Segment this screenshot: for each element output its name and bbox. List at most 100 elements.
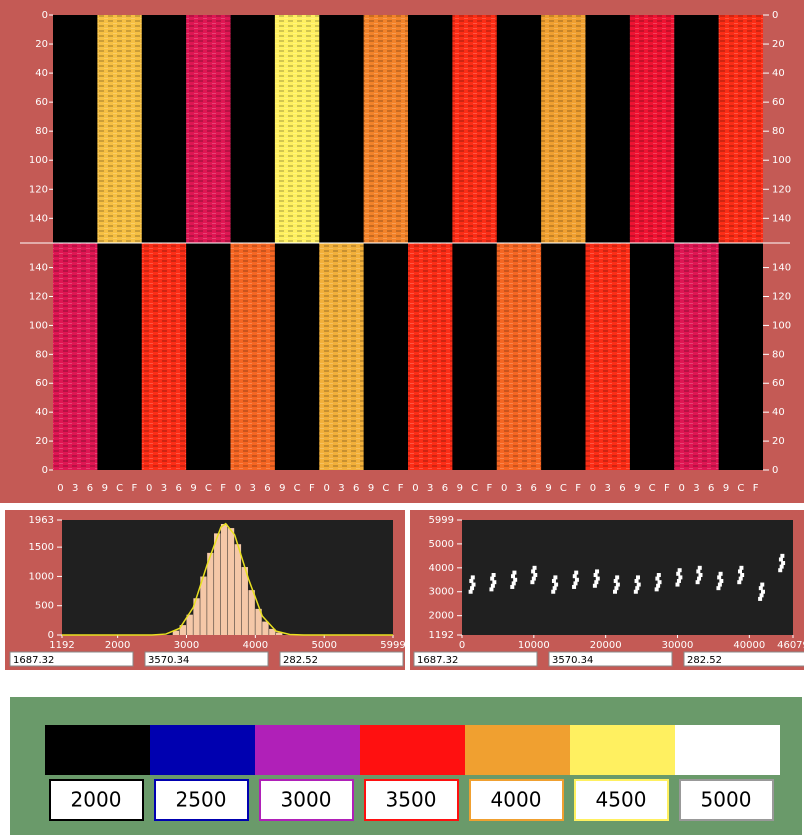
- point: [760, 582, 765, 587]
- legend-swatch: [45, 725, 150, 775]
- column-label: 6: [531, 483, 537, 494]
- hist-bar: [262, 621, 269, 635]
- point: [675, 582, 680, 587]
- band-texture: [408, 243, 453, 470]
- y-tick-label: 40: [772, 68, 785, 79]
- point: [593, 573, 598, 577]
- y-tick-label: 20: [35, 39, 48, 50]
- hist-bar: [179, 625, 186, 635]
- legend-box: [574, 779, 669, 821]
- column-label: 3: [427, 483, 433, 494]
- point: [780, 553, 785, 558]
- x-tick-label: 46079: [777, 640, 804, 651]
- point: [574, 570, 579, 575]
- x-tick-label: 4000: [243, 640, 268, 651]
- column-label: C: [560, 483, 567, 494]
- band-texture: [496, 243, 542, 470]
- hist-bar: [220, 523, 228, 635]
- y-tick-label: 1963: [29, 515, 54, 526]
- hist-bar: [207, 552, 214, 635]
- point: [633, 589, 638, 594]
- column-label: 3: [161, 483, 167, 494]
- column-label: 0: [235, 483, 241, 494]
- point: [677, 568, 682, 573]
- legend-swatch: [465, 725, 570, 775]
- point: [511, 581, 516, 586]
- y-tick-label: 5000: [429, 539, 454, 550]
- column-label: 3: [72, 483, 78, 494]
- point: [716, 586, 721, 591]
- text-field: [9, 651, 134, 667]
- column-label: 0: [323, 483, 329, 494]
- column-label: 6: [176, 483, 182, 494]
- legend-label: 5000: [701, 788, 752, 812]
- column-label: 9: [279, 483, 285, 494]
- point: [595, 569, 600, 574]
- y-tick-label: 140: [772, 263, 791, 274]
- hist-bar: [234, 544, 242, 635]
- point: [779, 564, 784, 569]
- point: [655, 576, 660, 581]
- text-field: [548, 651, 673, 667]
- column-label: 3: [338, 483, 344, 494]
- legend-label: 4000: [491, 788, 542, 812]
- point: [758, 586, 763, 591]
- point: [717, 582, 722, 587]
- point: [594, 580, 599, 585]
- column-label: F: [309, 483, 315, 494]
- y-tick-label: 60: [35, 97, 48, 108]
- y-tick-label: 3000: [429, 587, 454, 598]
- band-texture: [319, 243, 364, 470]
- band-texture: [141, 243, 187, 470]
- text-field: [413, 651, 538, 667]
- legend-swatch: [150, 725, 255, 775]
- band-texture: [718, 15, 763, 243]
- legend-label: 2500: [176, 788, 227, 812]
- x-tick-label: 3000: [174, 640, 199, 651]
- column-label: C: [205, 483, 212, 494]
- point: [531, 569, 536, 574]
- hist-area: [62, 520, 393, 635]
- y-tick-label: 0: [772, 10, 778, 21]
- column-label: 0: [57, 483, 63, 494]
- point: [470, 586, 475, 591]
- y-tick-label: 60: [772, 97, 785, 108]
- y-tick-label: 2000: [429, 611, 454, 622]
- band-texture: [541, 15, 586, 243]
- x-tick-label: 0: [459, 640, 465, 651]
- scatter-area: [462, 520, 793, 635]
- column-label: F: [486, 483, 492, 494]
- y-tick-label: 0: [772, 465, 778, 476]
- y-tick-label: 100: [29, 320, 48, 331]
- field-value: 3570.34: [552, 655, 593, 666]
- column-label: F: [664, 483, 670, 494]
- y-tick-label: 40: [35, 68, 48, 79]
- band-texture: [97, 15, 142, 243]
- y-tick-label: 140: [772, 213, 791, 224]
- point: [468, 589, 473, 594]
- column-label: 3: [605, 483, 611, 494]
- hist-bar: [186, 614, 193, 635]
- hist-bar: [248, 590, 255, 635]
- column-label: C: [116, 483, 123, 494]
- point: [510, 584, 515, 589]
- column-label: 0: [590, 483, 596, 494]
- fit-line: [61, 522, 393, 636]
- x-tick-label: 5999: [380, 640, 405, 651]
- point: [678, 575, 683, 580]
- y-tick-label: 40: [772, 407, 785, 418]
- hist-bar: [241, 567, 248, 635]
- column-label: C: [737, 483, 744, 494]
- hist-bar: [193, 598, 200, 635]
- y-tick-label: 500: [35, 601, 54, 612]
- point: [613, 589, 618, 594]
- band-texture: [629, 15, 675, 243]
- y-tick-label: 120: [772, 184, 791, 195]
- point: [572, 574, 577, 579]
- legend-box: [259, 779, 354, 821]
- y-tick-label: 80: [35, 349, 48, 360]
- x-tick-label: 10000: [518, 640, 550, 651]
- y-tick-label: 20: [772, 436, 785, 447]
